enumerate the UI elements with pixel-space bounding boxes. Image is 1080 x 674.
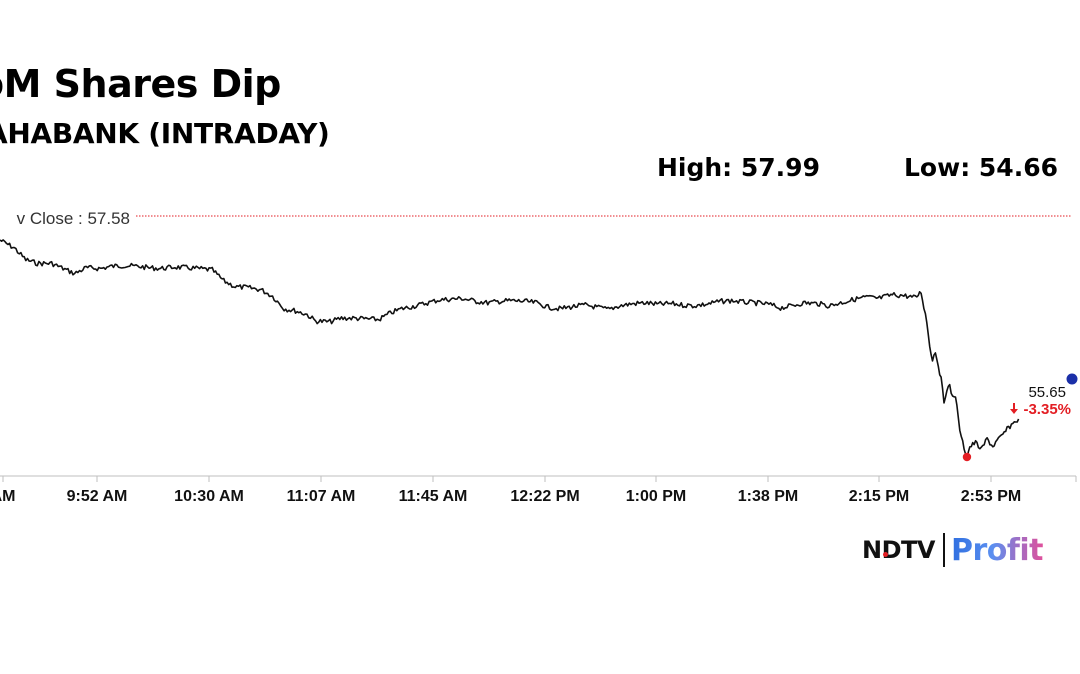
high-value: High: 57.99	[657, 153, 820, 182]
live-price-marker	[1066, 373, 1078, 385]
x-tick-label: 11:07 AM	[287, 488, 356, 505]
brand-profit: Profit	[950, 532, 1044, 568]
x-tick-label: AM	[0, 488, 15, 505]
x-tick-label: 2:53 PM	[961, 488, 1021, 505]
low-point-marker	[962, 452, 972, 462]
change-percent-label: -3.35%	[1023, 401, 1071, 418]
chart-subtitle: AHABANK (INTRADAY)	[0, 117, 330, 150]
prev-close-label: v Close : 57.58	[17, 209, 130, 228]
x-tick-label: 9:52 AM	[67, 488, 128, 505]
x-tick-label: 12:22 PM	[510, 488, 579, 505]
low-value: Low: 54.66	[904, 153, 1058, 182]
ndtv-profit-logo: NDTV Profit	[862, 532, 1044, 568]
brand-divider	[942, 533, 945, 567]
last-price-label: 55.65	[1028, 384, 1066, 401]
x-tick-label: 11:45 AM	[399, 488, 468, 505]
brand-ndtv: NDTV	[862, 536, 935, 564]
x-tick-label: 10:30 AM	[174, 488, 244, 505]
x-tick-label: 1:00 PM	[626, 488, 686, 505]
x-tick-label: 1:38 PM	[738, 488, 798, 505]
chart-title: oM Shares Dip	[0, 62, 281, 106]
down-arrow-icon	[1010, 403, 1018, 414]
x-tick-label: 2:15 PM	[849, 488, 909, 505]
price-series-line	[0, 239, 1020, 460]
